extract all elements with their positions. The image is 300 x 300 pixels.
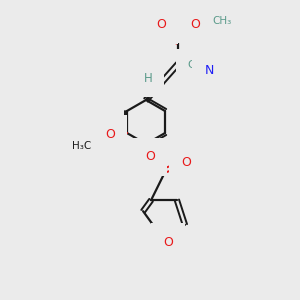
- Text: N: N: [204, 64, 214, 76]
- Text: O: O: [156, 19, 166, 32]
- Text: O: O: [190, 17, 200, 31]
- Text: H₃C: H₃C: [72, 141, 91, 151]
- Text: CH₃: CH₃: [212, 16, 231, 26]
- Text: O: O: [163, 236, 173, 248]
- Text: H: H: [144, 73, 152, 85]
- Text: C: C: [187, 60, 195, 70]
- Text: O: O: [181, 157, 191, 169]
- Text: O: O: [105, 128, 115, 140]
- Text: O: O: [145, 151, 155, 164]
